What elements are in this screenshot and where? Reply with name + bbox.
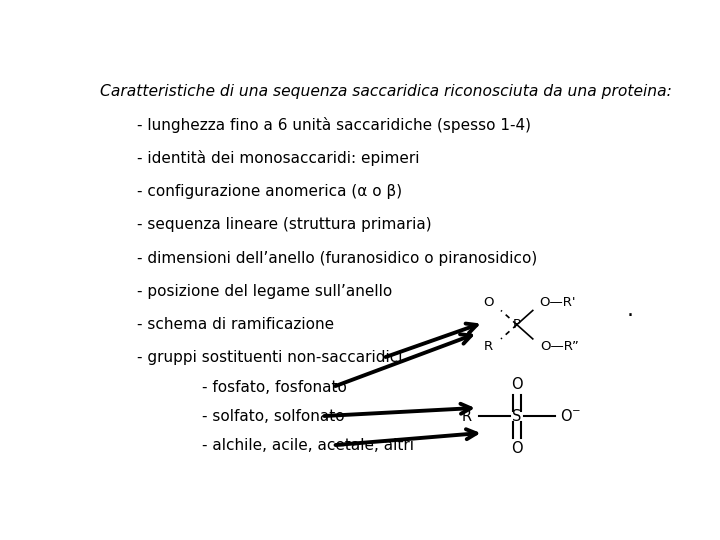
Text: O: O <box>483 296 494 309</box>
Text: O—R': O—R' <box>539 296 576 309</box>
Text: O—R”: O—R” <box>540 340 579 353</box>
Text: R: R <box>484 340 493 353</box>
Text: - schema di ramificazione: - schema di ramificazione <box>138 317 335 332</box>
Text: - solfato, solfonato: - solfato, solfonato <box>202 409 344 424</box>
Text: P: P <box>513 318 521 331</box>
Text: Caratteristiche di una sequenza saccaridica riconosciuta da una proteina:: Caratteristiche di una sequenza saccarid… <box>100 84 672 98</box>
Text: R: R <box>462 409 472 424</box>
Text: O$^{-}$: O$^{-}$ <box>559 408 581 424</box>
Text: - lunghezza fino a 6 unità saccaridiche (spesso 1-4): - lunghezza fino a 6 unità saccaridiche … <box>138 117 531 133</box>
Text: - identità dei monosaccaridi: epimeri: - identità dei monosaccaridi: epimeri <box>138 150 420 166</box>
Text: - alchile, acile, acetale, altri: - alchile, acile, acetale, altri <box>202 438 413 453</box>
Text: O: O <box>511 441 523 456</box>
Text: O: O <box>511 376 523 392</box>
Text: S: S <box>512 409 521 424</box>
Text: - posizione del legame sull’anello: - posizione del legame sull’anello <box>138 284 392 299</box>
Text: - fosfato, fosfonato: - fosfato, fosfonato <box>202 380 346 395</box>
Text: - gruppi sostituenti non-saccaridici: - gruppi sostituenti non-saccaridici <box>138 350 403 366</box>
Text: .: . <box>626 300 634 320</box>
Text: - dimensioni dell’anello (furanosidico o piranosidico): - dimensioni dell’anello (furanosidico o… <box>138 251 538 266</box>
Text: - sequenza lineare (struttura primaria): - sequenza lineare (struttura primaria) <box>138 218 432 232</box>
Text: - configurazione anomerica (α o β): - configurazione anomerica (α o β) <box>138 184 402 199</box>
